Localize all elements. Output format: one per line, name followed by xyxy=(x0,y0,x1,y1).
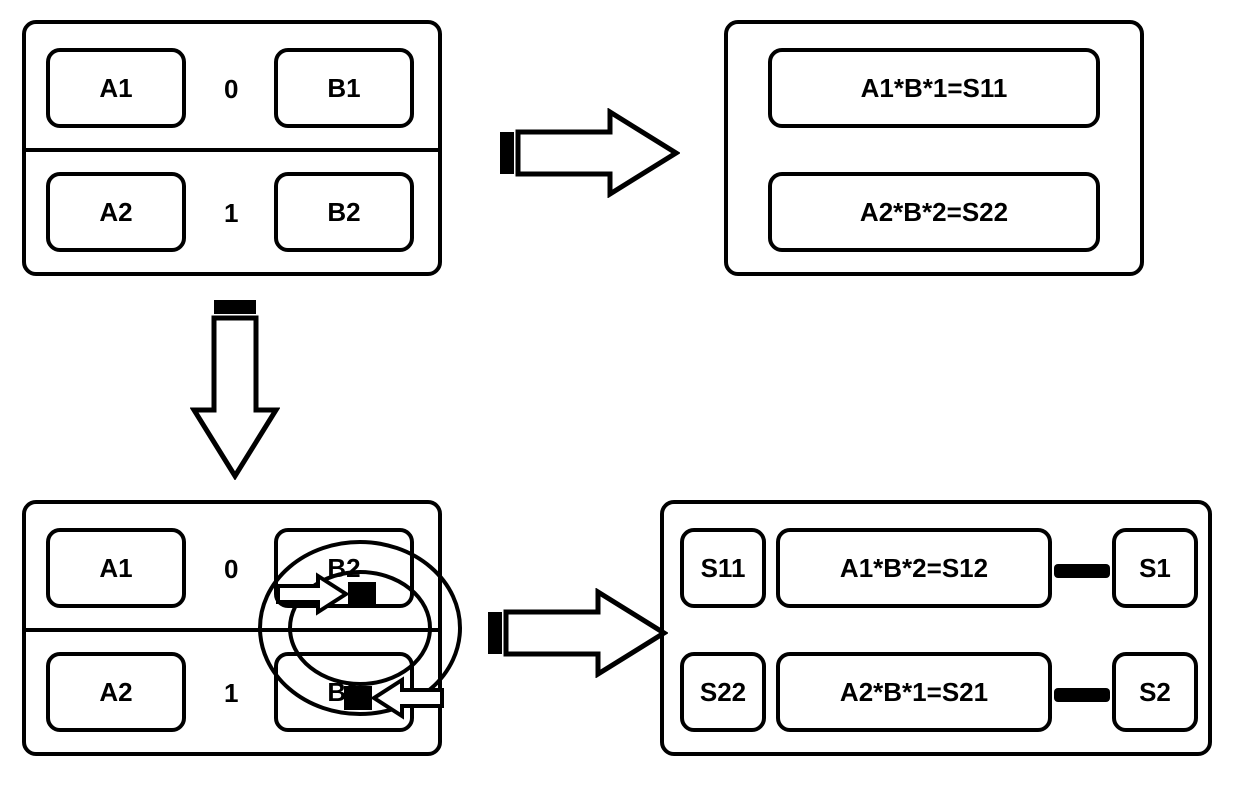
eq-s11: A1*B*1=S11 xyxy=(768,48,1100,128)
s1: S1 xyxy=(1112,528,1198,608)
s11: S11 xyxy=(680,528,766,608)
cell-a1: A1 xyxy=(46,48,186,128)
eq-s22: A2*B*2=S22 xyxy=(768,172,1100,252)
connector-0 xyxy=(1054,564,1110,578)
cell-a2-b: A2 xyxy=(46,652,186,732)
arrow-down xyxy=(190,300,280,480)
panel-input-step1: A1 0 B1 A2 1 B2 xyxy=(22,20,442,276)
cell-b2: B2 xyxy=(274,172,414,252)
panel-output-step2: S11 A1*B*2=S12 S1 S22 A2*B*1=S21 S2 xyxy=(660,500,1212,756)
panel-output-step1: A1*B*1=S11 A2*B*2=S22 xyxy=(724,20,1144,276)
swap-icon xyxy=(230,500,490,756)
eq-s21: A2*B*1=S21 xyxy=(776,652,1052,732)
eq-s12: A1*B*2=S12 xyxy=(776,528,1052,608)
cell-b1: B1 xyxy=(274,48,414,128)
cell-a1-b: A1 xyxy=(46,528,186,608)
s2: S2 xyxy=(1112,652,1198,732)
idx-0: 0 xyxy=(224,74,238,105)
cell-a2: A2 xyxy=(46,172,186,252)
arrow-right-1 xyxy=(500,108,680,198)
connector-1 xyxy=(1054,688,1110,702)
divider-row xyxy=(26,148,438,152)
arrow-right-2 xyxy=(488,588,668,678)
s22: S22 xyxy=(680,652,766,732)
idx-1: 1 xyxy=(224,198,238,229)
